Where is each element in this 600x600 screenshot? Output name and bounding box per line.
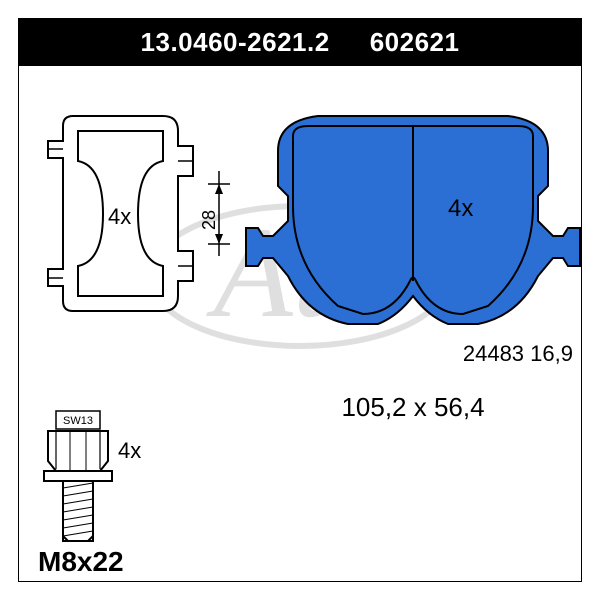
part-number: 13.0460-2621.2 [141,27,330,58]
header-bar: 13.0460-2621.2 602621 [18,18,582,66]
pad-ref-line: 24483 16,9 [463,341,573,366]
short-code: 602621 [370,27,460,58]
pad-ref: 24483 [463,341,524,366]
pad-thickness: 16,9 [530,341,573,366]
clip-qty-label: 4x [108,204,131,229]
bolt-spec: M8x22 [38,546,124,577]
svg-text:28: 28 [199,210,219,230]
pad-qty-label: 4x [448,195,473,222]
pad-dimensions: 105,2 x 56,4 [341,392,484,422]
clip-component: 4x 28 [48,116,230,311]
bolt-component: SW13 4x [44,411,141,541]
technical-drawing: Ate 4x 28 [18,66,582,582]
bolt-qty-label: 4x [118,438,141,463]
diagram-frame: 13.0460-2621.2 602621 Ate 4x [0,0,600,600]
bolt-hex-label: SW13 [63,415,93,427]
